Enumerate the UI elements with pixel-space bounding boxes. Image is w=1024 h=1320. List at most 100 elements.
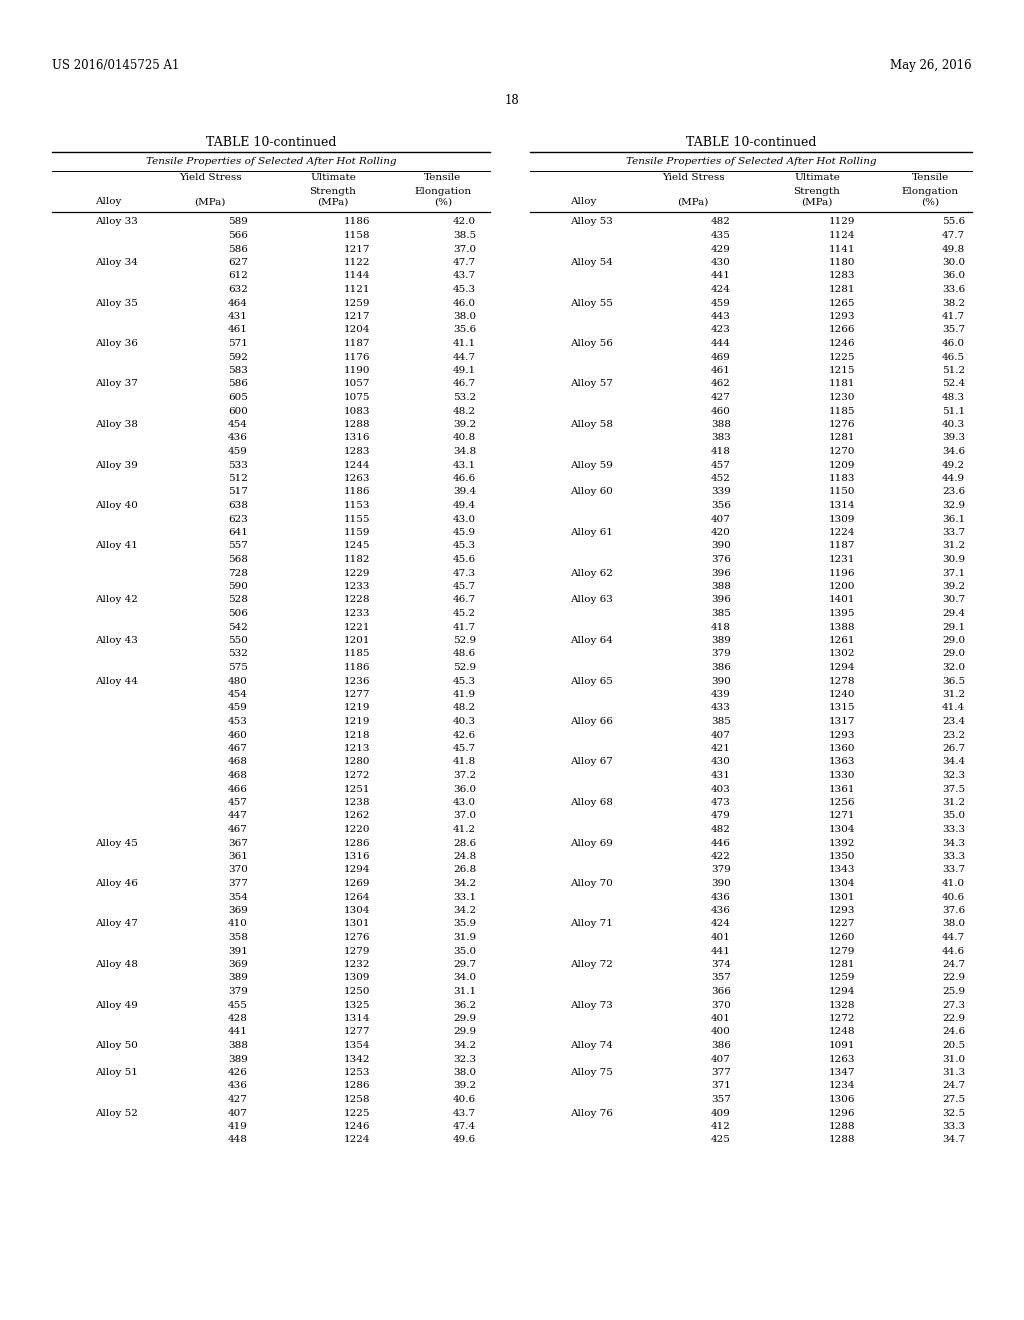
Text: 37.1: 37.1 (942, 569, 965, 578)
Text: Alloy 58: Alloy 58 (570, 420, 613, 429)
Text: 45.6: 45.6 (453, 554, 476, 564)
Text: Tensile: Tensile (911, 173, 948, 182)
Text: 1281: 1281 (828, 960, 855, 969)
Text: US 2016/0145725 A1: US 2016/0145725 A1 (52, 58, 179, 71)
Text: Alloy 36: Alloy 36 (95, 339, 138, 348)
Text: 388: 388 (228, 1041, 248, 1049)
Text: Alloy 62: Alloy 62 (570, 569, 613, 578)
Text: 37.0: 37.0 (453, 812, 476, 821)
Text: 1259: 1259 (343, 298, 370, 308)
Text: 23.4: 23.4 (942, 717, 965, 726)
Text: 1263: 1263 (828, 1055, 855, 1064)
Text: 49.2: 49.2 (942, 461, 965, 470)
Text: 533: 533 (228, 461, 248, 470)
Text: Alloy 34: Alloy 34 (95, 257, 138, 267)
Text: 457: 457 (228, 799, 248, 807)
Text: 1330: 1330 (828, 771, 855, 780)
Text: 36.0: 36.0 (453, 784, 476, 793)
Text: 605: 605 (228, 393, 248, 403)
Text: 612: 612 (228, 272, 248, 281)
Text: 1296: 1296 (828, 1109, 855, 1118)
Text: 34.0: 34.0 (453, 974, 476, 982)
Text: 482: 482 (711, 825, 731, 834)
Text: 23.6: 23.6 (942, 487, 965, 496)
Text: 1293: 1293 (828, 730, 855, 739)
Text: (MPa): (MPa) (195, 198, 225, 206)
Text: 34.4: 34.4 (942, 758, 965, 767)
Text: 1204: 1204 (343, 326, 370, 334)
Text: 1304: 1304 (828, 825, 855, 834)
Text: 20.5: 20.5 (942, 1041, 965, 1049)
Text: Alloy 75: Alloy 75 (570, 1068, 613, 1077)
Text: 1181: 1181 (828, 380, 855, 388)
Text: 1220: 1220 (343, 825, 370, 834)
Text: 1293: 1293 (828, 906, 855, 915)
Text: 33.3: 33.3 (942, 851, 965, 861)
Text: 1253: 1253 (343, 1068, 370, 1077)
Text: 367: 367 (228, 838, 248, 847)
Text: 46.5: 46.5 (942, 352, 965, 362)
Text: 45.9: 45.9 (453, 528, 476, 537)
Text: Ultimate: Ultimate (794, 173, 840, 182)
Text: 460: 460 (711, 407, 731, 416)
Text: 1309: 1309 (343, 974, 370, 982)
Text: 1225: 1225 (343, 1109, 370, 1118)
Text: 433: 433 (711, 704, 731, 713)
Text: 1182: 1182 (343, 554, 370, 564)
Text: 1245: 1245 (343, 541, 370, 550)
Text: 1325: 1325 (343, 1001, 370, 1010)
Text: 27.5: 27.5 (942, 1096, 965, 1104)
Text: 1317: 1317 (828, 717, 855, 726)
Text: 632: 632 (228, 285, 248, 294)
Text: Alloy 69: Alloy 69 (570, 838, 613, 847)
Text: 1183: 1183 (828, 474, 855, 483)
Text: Alloy 74: Alloy 74 (570, 1041, 613, 1049)
Text: 47.4: 47.4 (453, 1122, 476, 1131)
Text: 467: 467 (228, 744, 248, 752)
Text: 436: 436 (228, 433, 248, 442)
Text: 1201: 1201 (343, 636, 370, 645)
Text: 43.7: 43.7 (453, 272, 476, 281)
Text: 1272: 1272 (343, 771, 370, 780)
Text: 482: 482 (711, 218, 731, 227)
Text: 39.2: 39.2 (453, 1081, 476, 1090)
Text: 1314: 1314 (343, 1014, 370, 1023)
Text: 464: 464 (228, 298, 248, 308)
Text: 48.2: 48.2 (453, 407, 476, 416)
Text: 447: 447 (228, 812, 248, 821)
Text: 41.1: 41.1 (453, 339, 476, 348)
Text: 29.7: 29.7 (453, 960, 476, 969)
Text: 441: 441 (711, 946, 731, 956)
Text: 1258: 1258 (343, 1096, 370, 1104)
Text: 34.2: 34.2 (453, 879, 476, 888)
Text: 557: 557 (228, 541, 248, 550)
Text: 423: 423 (711, 326, 731, 334)
Text: 1264: 1264 (343, 892, 370, 902)
Text: 1314: 1314 (828, 502, 855, 510)
Text: Tensile: Tensile (424, 173, 462, 182)
Text: 34.7: 34.7 (942, 1135, 965, 1144)
Text: 38.2: 38.2 (942, 298, 965, 308)
Text: 420: 420 (711, 528, 731, 537)
Text: Alloy 64: Alloy 64 (570, 636, 613, 645)
Text: 34.8: 34.8 (453, 447, 476, 455)
Text: 1281: 1281 (828, 433, 855, 442)
Text: 1250: 1250 (343, 987, 370, 997)
Text: 35.0: 35.0 (453, 946, 476, 956)
Text: 357: 357 (711, 1096, 731, 1104)
Text: 49.8: 49.8 (942, 244, 965, 253)
Text: 1279: 1279 (343, 946, 370, 956)
Text: 45.7: 45.7 (453, 744, 476, 752)
Text: 29.4: 29.4 (942, 609, 965, 618)
Text: 600: 600 (228, 407, 248, 416)
Text: 568: 568 (228, 554, 248, 564)
Text: 467: 467 (228, 825, 248, 834)
Text: 41.2: 41.2 (453, 825, 476, 834)
Text: 401: 401 (711, 1014, 731, 1023)
Text: 1219: 1219 (343, 717, 370, 726)
Text: (MPa): (MPa) (677, 198, 709, 206)
Text: 376: 376 (711, 554, 731, 564)
Text: 1236: 1236 (343, 676, 370, 685)
Text: 550: 550 (228, 636, 248, 645)
Text: 459: 459 (228, 704, 248, 713)
